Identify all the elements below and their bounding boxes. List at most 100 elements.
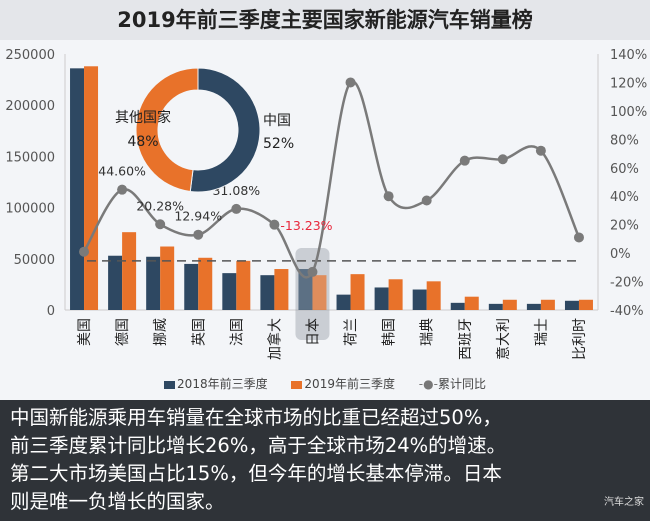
yoy-data-label: -13.23% (280, 218, 332, 233)
category-label: 意大利 (495, 318, 512, 360)
bar-2018 (526, 303, 541, 310)
summary-line: 第二大市场美国占比15%，但今年的增长基本停滞。日本 (10, 462, 502, 485)
category-label: 美国 (77, 318, 93, 346)
bar-2019 (312, 275, 327, 310)
bar-2018 (336, 294, 351, 310)
bar-2018 (146, 256, 161, 310)
pie-slice-other (135, 67, 199, 193)
right-tick-label: 80% (610, 133, 639, 148)
right-tick-label: -20% (610, 276, 644, 291)
yoy-point (117, 184, 128, 195)
bar-2018 (450, 302, 465, 310)
summary-line: 则是唯一负增长的国家。 (10, 490, 225, 513)
category-label: 挪威 (153, 318, 169, 346)
legend-item-yoy[interactable]: -●-累计同比 (419, 375, 486, 392)
bar-2019 (502, 299, 517, 310)
summary-line: 前三季度累计同比增长26%，高于全球市场24%的增速。 (10, 434, 507, 457)
right-tick-label: -40% (610, 304, 644, 319)
legend-swatch (291, 380, 303, 389)
category-label: 比利时 (572, 318, 588, 360)
category-label: 德国 (115, 318, 131, 346)
yoy-point (79, 246, 90, 257)
category-label: 西班牙 (458, 318, 474, 360)
yoy-data-label: 12.94% (174, 209, 222, 224)
summary-line: 中国新能源乘用车销量在全球市场的比重已经超过50%， (10, 406, 502, 429)
pie-label-other: 其他国家 (115, 109, 171, 126)
yoy-point (345, 77, 356, 88)
right-tick-label: 100% (610, 105, 647, 120)
bar-2019 (274, 269, 289, 310)
right-tick-label: 40% (610, 190, 639, 205)
bar-2018 (412, 289, 427, 310)
bar-2018 (222, 273, 237, 310)
pie-value-china: 52% (263, 136, 294, 152)
summary-text-box: 中国新能源乘用车销量在全球市场的比重已经超过50%， 前三季度累计同比增长26%… (0, 400, 650, 521)
bar-2018 (564, 300, 579, 310)
legend-label: 累计同比 (437, 377, 486, 391)
brand-watermark: 汽车之家 (604, 497, 644, 508)
bar-2018 (184, 263, 199, 310)
bar-2019 (464, 296, 479, 310)
yoy-point (155, 219, 166, 230)
bar-2019 (578, 299, 593, 310)
chart-title: 2019年前三季度主要国家新能源汽车销量榜 (0, 0, 650, 40)
bar-2019 (198, 257, 213, 310)
yoy-point (459, 155, 470, 166)
legend-swatch (164, 380, 176, 389)
yoy-data-label: 20.28% (136, 198, 184, 213)
category-label: 韩国 (382, 318, 398, 346)
yoy-data-label: 44.60% (98, 164, 146, 179)
bar-2019 (84, 66, 99, 311)
right-tick-label: 60% (610, 162, 639, 177)
pie-slice-china (189, 67, 261, 193)
pie-label-china: 中国 (263, 113, 291, 129)
bar-2018 (374, 287, 389, 310)
legend: 2018年前三季度 2019年前三季度 -●-累计同比 (0, 375, 650, 392)
yoy-point (573, 232, 584, 243)
left-tick-label: 250000 (5, 48, 55, 63)
bar-2019 (426, 281, 441, 310)
bar-2018 (70, 68, 85, 310)
category-label: 瑞士 (534, 318, 550, 346)
legend-item-2019[interactable]: 2019年前三季度 (291, 375, 395, 392)
left-tick-label: 150000 (5, 150, 55, 165)
yoy-point (535, 145, 546, 156)
legend-item-2018[interactable]: 2018年前三季度 (164, 375, 268, 392)
left-tick-label: 200000 (5, 99, 55, 114)
combo-chart: 0 50000 100000 150000 200000 250000 -40% -20% 0%… (5, 48, 647, 360)
legend-label: 2018年前三季度 (177, 377, 268, 391)
left-tick-label: 0 (47, 304, 55, 319)
bar-2019 (122, 232, 137, 310)
bar-2019 (540, 299, 555, 310)
right-tick-label: 120% (610, 76, 647, 91)
pie-value-other: 48% (127, 134, 158, 150)
right-tick-label: 20% (610, 219, 639, 234)
yoy-point (497, 154, 508, 165)
category-label: 瑞典 (420, 318, 436, 346)
bar-2018 (488, 303, 503, 310)
bar-2019 (236, 260, 251, 310)
category-label: 法国 (229, 318, 245, 346)
bar-2019 (160, 246, 175, 310)
category-label: 荷兰 (344, 318, 360, 346)
category-label: 英国 (190, 318, 207, 346)
left-tick-label: 100000 (5, 202, 55, 217)
left-tick-label: 50000 (14, 253, 55, 268)
yoy-point (231, 203, 242, 214)
category-label: 加拿大 (266, 318, 283, 360)
yoy-point (193, 229, 204, 240)
yoy-point (307, 266, 318, 277)
legend-label: 2019年前三季度 (304, 377, 395, 391)
yoy-line (82, 80, 581, 279)
bar-2018 (260, 275, 275, 310)
line-marker-icon: -●- (418, 377, 438, 391)
category-label: 日本 (305, 318, 321, 346)
bar-2018 (298, 269, 313, 310)
right-tick-label: 0% (610, 247, 631, 262)
bar-2019 (388, 279, 403, 310)
yoy-point (421, 195, 432, 206)
yoy-point (383, 191, 394, 202)
yoy-point (269, 219, 280, 230)
bar-2018 (108, 255, 123, 310)
bar-2019 (350, 274, 365, 310)
